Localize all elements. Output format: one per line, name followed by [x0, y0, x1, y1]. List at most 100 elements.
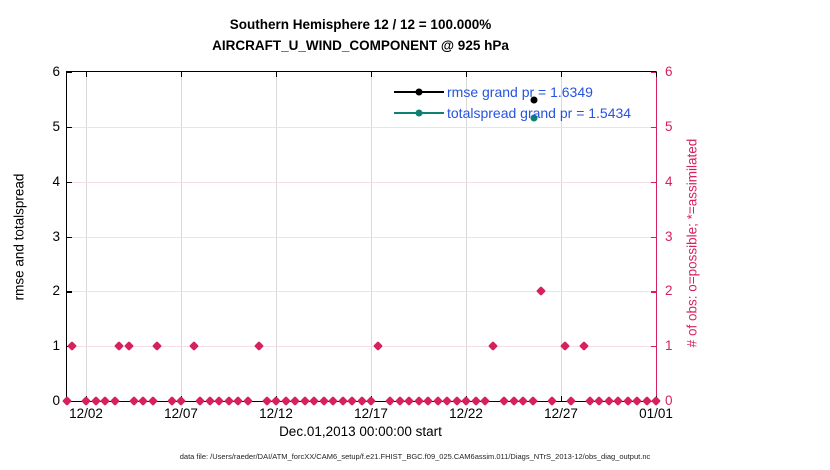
- obs-count-marker: [204, 396, 215, 406]
- chart-title: Southern Hemisphere 12 / 12 = 100.000% A…: [66, 14, 655, 56]
- obs-count-marker: [242, 396, 253, 406]
- obs-count-marker: [442, 396, 452, 406]
- y-gridline: [67, 346, 656, 348]
- x-tick-top: [561, 72, 563, 77]
- y-tick-right: [651, 181, 656, 183]
- x-tick-label: 12/12: [259, 406, 293, 421]
- right-axis-spine: [656, 70, 658, 403]
- right-y-tick-label: 1: [665, 338, 673, 354]
- y-tick-left: [67, 291, 72, 293]
- rmse-line-sample-icon: [394, 88, 444, 95]
- right-y-tick-label: 6: [665, 64, 673, 79]
- legend-entry-totalspread: totalspread grand pr = 1.5434: [394, 102, 631, 123]
- x-tick-label: 01/01: [639, 406, 673, 421]
- obs-count-marker: [404, 396, 414, 406]
- totalspread-point: [530, 114, 538, 122]
- obs-count-marker: [100, 396, 110, 406]
- title-variable-line: AIRCRAFT_U_WIND_COMPONENT @ 925 hPa: [212, 38, 509, 53]
- obs-count-marker: [152, 341, 163, 352]
- obs-count-marker: [527, 396, 538, 406]
- x-tick-label: 12/27: [544, 406, 578, 421]
- obs-count-marker: [594, 396, 604, 406]
- left-y-tick-label: 4: [52, 173, 60, 189]
- obs-count-marker: [470, 396, 481, 406]
- obs-count-marker: [487, 341, 498, 352]
- obs-count-marker: [290, 396, 300, 406]
- obs-count-marker: [499, 396, 509, 406]
- obs-count-marker: [565, 396, 576, 406]
- obs-count-marker: [366, 396, 376, 406]
- obs-count-marker: [189, 341, 200, 352]
- y-tick-right: [651, 291, 656, 293]
- y-gridline: [67, 181, 656, 183]
- obs-count-marker: [584, 396, 595, 406]
- x-tick-top: [86, 72, 88, 77]
- y-gridline: [67, 236, 656, 238]
- legend-entry-rmse: rmse grand pr = 1.6349: [394, 81, 631, 102]
- obs-count-marker: [138, 396, 148, 406]
- x-tick-label: 12/22: [449, 406, 483, 421]
- obs-count-marker: [128, 396, 139, 406]
- obs-count-marker: [233, 396, 243, 406]
- obs-count-marker: [166, 396, 177, 406]
- obs-count-marker: [423, 396, 433, 406]
- right-y-tick-label: 2: [665, 283, 673, 299]
- obs-count-marker: [147, 396, 158, 406]
- obs-count-marker: [253, 341, 264, 352]
- y-tick-right: [651, 72, 656, 74]
- left-y-tick-label: 6: [52, 64, 60, 79]
- rmse-dot-icon: [415, 88, 423, 95]
- obs-count-marker: [461, 396, 471, 406]
- obs-count-marker: [261, 396, 272, 406]
- obs-count-marker: [536, 286, 546, 297]
- x-tick-label: 12/02: [69, 406, 103, 421]
- totalspread-line-sample-icon: [394, 109, 444, 116]
- y-tick-right: [651, 346, 656, 348]
- x-axis-label: Dec.01,2013 00:00:00 start: [279, 424, 442, 439]
- obs-count-marker: [123, 341, 134, 352]
- plot-area: rmse grand pr = 1.6349 totalspread grand…: [52, 64, 672, 421]
- left-axis-label: rmse and totalspread: [11, 173, 27, 301]
- obs-count-marker: [337, 396, 348, 406]
- legend-label-totalspread: totalspread grand pr = 1.5434: [447, 104, 632, 121]
- obs-count-marker: [271, 396, 281, 406]
- obs-count-marker: [66, 341, 77, 352]
- obs-count-marker: [432, 396, 443, 406]
- x-tick-label: 12/07: [164, 406, 198, 421]
- data-file-path: data file: /Users/raeder/DAI/ATM_forcXX/…: [179, 452, 651, 461]
- obs-count-marker: [372, 341, 383, 352]
- obs-count-marker: [356, 396, 367, 406]
- x-tick-top: [276, 72, 278, 77]
- obs-count-marker: [114, 341, 125, 352]
- obs-count-marker: [508, 396, 519, 406]
- x-tick-label: 12/17: [354, 406, 388, 421]
- totalspread-dot-icon: [415, 109, 423, 116]
- legend-label-rmse: rmse grand pr = 1.6349: [447, 83, 593, 100]
- legend: rmse grand pr = 1.6349 totalspread grand…: [394, 81, 631, 123]
- right-y-tick-label: 3: [665, 228, 673, 244]
- rmse-point: [530, 96, 538, 104]
- obs-count-marker: [62, 396, 72, 406]
- y-tick-left: [67, 72, 72, 74]
- obs-count-marker: [280, 396, 291, 406]
- y-tick-left: [67, 126, 72, 129]
- y-gridline: [67, 291, 656, 293]
- obs-count-marker: [309, 396, 319, 406]
- obs-count-marker: [195, 396, 205, 406]
- obs-count-marker: [622, 396, 633, 406]
- y-gridline: [67, 126, 656, 128]
- obs-count-marker: [613, 396, 623, 406]
- obs-count-marker: [641, 396, 652, 406]
- left-y-tick-label: 5: [52, 118, 60, 134]
- obs-count-marker: [214, 396, 224, 406]
- x-tick-top: [371, 72, 373, 77]
- obs-count-marker: [632, 396, 642, 406]
- right-y-tick-label: 5: [665, 118, 673, 134]
- obs-count-marker: [413, 396, 424, 406]
- obs-count-marker: [518, 396, 528, 406]
- y-tick-left: [67, 181, 72, 183]
- obs-count-marker: [385, 396, 395, 406]
- obs-count-marker: [394, 396, 405, 406]
- obs-count-marker: [578, 341, 589, 352]
- y-tick-left: [67, 236, 72, 238]
